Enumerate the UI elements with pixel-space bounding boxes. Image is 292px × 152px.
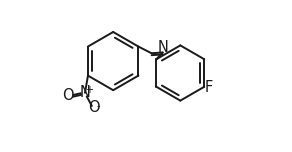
Text: -: - [96,101,100,111]
Text: F: F [204,80,213,95]
Text: N: N [158,40,168,55]
Text: +: + [85,85,93,95]
Text: O: O [62,88,74,103]
Text: N: N [79,85,91,100]
Text: O: O [88,100,100,115]
